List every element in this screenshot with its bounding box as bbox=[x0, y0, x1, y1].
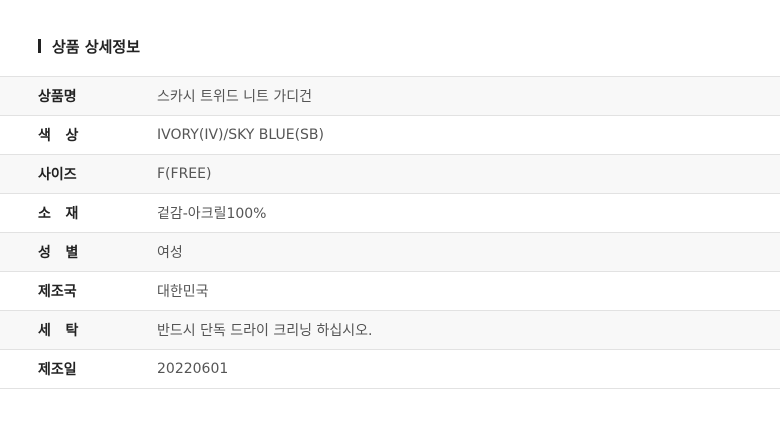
row-label: 제조국 bbox=[38, 284, 77, 300]
section-title: 상품 상세정보 bbox=[38, 36, 140, 56]
title-bar-marker bbox=[38, 39, 41, 53]
table-row: 성 별 여성 bbox=[0, 233, 780, 272]
section-title-text: 상품 상세정보 bbox=[52, 37, 141, 56]
row-value: 반드시 단독 드라이 크리닝 하십시오. bbox=[157, 323, 373, 339]
row-label: 색 상 bbox=[38, 128, 79, 144]
table-row: 제조국 대한민국 bbox=[0, 272, 780, 311]
table-row: 제조일 20220601 bbox=[0, 350, 780, 389]
product-detail-table: 상품명 스카시 트위드 니트 가디건 색 상 IVORY(IV)/SKY BLUE(… bbox=[0, 76, 780, 389]
row-value: 여성 bbox=[157, 245, 183, 261]
table-row: 세 탁 반드시 단독 드라이 크리닝 하십시오. bbox=[0, 311, 780, 350]
row-label: 소 재 bbox=[38, 206, 79, 222]
row-value: F(FREE) bbox=[157, 166, 212, 182]
table-row: 소 재 겉감-아크릴100% bbox=[0, 194, 780, 233]
row-value: 겉감-아크릴100% bbox=[157, 206, 267, 222]
table-row: 사이즈 F(FREE) bbox=[0, 155, 780, 194]
row-label: 사이즈 bbox=[38, 167, 77, 183]
row-label: 성 별 bbox=[38, 245, 79, 261]
row-label: 상품명 bbox=[38, 89, 77, 105]
table-row: 색 상 IVORY(IV)/SKY BLUE(SB) bbox=[0, 116, 780, 155]
row-value: 20220601 bbox=[157, 361, 229, 377]
row-label: 세 탁 bbox=[38, 323, 79, 339]
row-label: 제조일 bbox=[38, 362, 77, 378]
row-value: 대한민국 bbox=[157, 284, 209, 300]
row-value: 스카시 트위드 니트 가디건 bbox=[157, 89, 313, 105]
row-value: IVORY(IV)/SKY BLUE(SB) bbox=[157, 127, 324, 143]
table-row: 상품명 스카시 트위드 니트 가디건 bbox=[0, 77, 780, 116]
